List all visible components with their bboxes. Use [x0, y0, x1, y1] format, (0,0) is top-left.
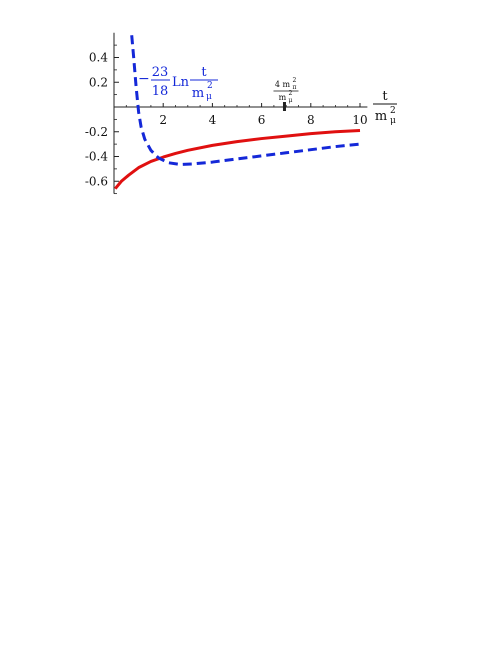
labels: 2 4 6 8 100.40.2-0.2-0.4-0.6tm 2μ4 m π2m μ2− 231… [85, 51, 397, 188]
x-tick-label: 6 [258, 113, 266, 127]
x-tick-label: 8 [307, 113, 315, 127]
annotation-minus: − [138, 71, 150, 87]
annotation-ln: Ln [172, 75, 190, 90]
y-tick-label: 0.4 [89, 51, 108, 65]
y-tick-label: -0.6 [85, 174, 108, 188]
threshold-label-den-sub: μ [288, 97, 292, 104]
threshold-label-sub: π [292, 84, 296, 91]
annotation-arg-numerator: t [201, 65, 207, 80]
annotation-denominator: 18 [152, 84, 169, 99]
series-layer [114, 35, 361, 190]
x-axis-label-numerator: t [382, 89, 388, 104]
x-tick-label: 2 [159, 113, 167, 127]
x-axis-label-sup: 2 [390, 106, 396, 116]
threshold-label-sup: 2 [292, 77, 296, 84]
annotation-numerator: 23 [152, 65, 169, 80]
series-dashed-blue [130, 35, 361, 167]
x-axis-label-sub: μ [390, 116, 396, 126]
threshold-label-denominator: m [279, 93, 287, 102]
annotation-arg-denominator: m [192, 86, 204, 101]
threshold-label-numerator: 4 m [275, 80, 291, 89]
x-axis-label-denominator: m [375, 109, 387, 124]
x-tick-label: 10 [352, 113, 367, 127]
x-tick-label: 4 [209, 113, 217, 127]
annotation-arg-sub: μ [206, 92, 212, 102]
y-tick-label: -0.4 [85, 150, 109, 164]
y-tick-label: -0.2 [85, 125, 108, 139]
axes [113, 32, 368, 195]
threshold-label-den-sup: 2 [288, 90, 292, 97]
annotation-arg-sup: 2 [207, 81, 213, 91]
series-solid-red [114, 129, 361, 190]
y-tick-label: 0.2 [89, 75, 108, 89]
threshold-marker [282, 102, 286, 111]
